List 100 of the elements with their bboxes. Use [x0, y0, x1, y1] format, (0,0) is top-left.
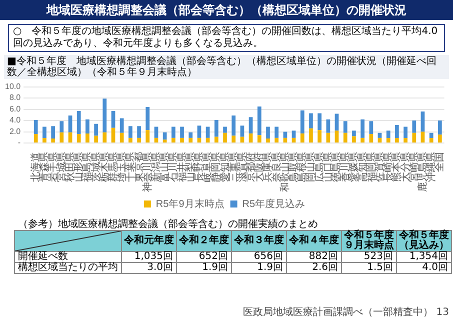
bar — [137, 138, 141, 142]
bar — [120, 132, 124, 142]
bar — [274, 126, 279, 138]
bar — [162, 132, 167, 140]
text: 4.0回 — [396, 262, 452, 274]
chart-title: 地域医療構想調整会議（部会等含む）（構想区域単位）の開催状況 — [0, 0, 453, 20]
text: 令和５年度９月末時点 — [342, 230, 396, 252]
legend-label: R5年9月末時点 — [156, 198, 224, 210]
bar — [240, 126, 244, 137]
bar — [266, 138, 270, 142]
text: 1.9回 — [176, 262, 232, 274]
bar — [309, 128, 313, 142]
bar — [257, 135, 262, 142]
bar — [300, 133, 304, 142]
bar — [76, 134, 81, 142]
bar — [300, 110, 304, 134]
bar — [34, 134, 38, 142]
bar — [223, 126, 227, 133]
bar — [386, 130, 390, 138]
bar — [232, 115, 236, 136]
bar — [42, 126, 46, 138]
bar — [420, 112, 425, 132]
bar — [352, 130, 356, 136]
bar — [429, 132, 434, 138]
bar — [309, 113, 313, 128]
bar — [334, 130, 339, 142]
text: 652回 — [176, 251, 232, 262]
bar — [266, 126, 270, 139]
bar — [395, 138, 399, 142]
text: 開催延べ数 — [14, 251, 122, 262]
text: 523回 — [342, 251, 396, 262]
bar — [232, 136, 236, 142]
text: 1.5回 — [342, 262, 396, 274]
bar — [369, 121, 374, 134]
bar — [343, 121, 348, 133]
bar — [318, 113, 322, 130]
bar — [257, 106, 262, 136]
chart-subtitle: ○ 令和５年度の地域医療構想調整会議（部会等含む）の開催回数は、構想区域当たり平均4.0回の見込みであり、令和元年度よりも多くなる見込み。 — [8, 24, 445, 52]
text: 令和元年度 — [122, 230, 176, 252]
text: 882回 — [286, 251, 342, 262]
text: 医政局地域医療計画課調べ（一部精査中） 13 — [243, 307, 449, 318]
text: 656回 — [232, 251, 286, 262]
x-tick-label: 全国 — [434, 152, 446, 172]
bar — [292, 130, 296, 138]
x-tick-label: 和歌山県 — [278, 152, 291, 192]
bar — [360, 119, 364, 138]
bar — [51, 126, 55, 139]
bar — [188, 132, 193, 138]
legend-label: R5年度見込み — [242, 198, 306, 210]
bar — [248, 133, 253, 142]
text: 令和４年度 — [286, 230, 342, 252]
bar — [111, 110, 116, 128]
bar — [378, 132, 382, 138]
bar — [68, 115, 72, 132]
text: 3.0回 — [122, 262, 176, 274]
y-tick-label: 2.0 — [9, 126, 22, 136]
bar — [404, 126, 408, 138]
x-tick-label: 群馬県 — [106, 152, 119, 182]
bar — [412, 120, 416, 133]
bar — [51, 138, 55, 142]
bar — [223, 132, 227, 142]
bar — [162, 140, 167, 142]
y-tick-label: 10.0 — [4, 82, 22, 92]
y-tick-label: 6.0 — [9, 104, 22, 114]
bar — [360, 138, 364, 142]
bar — [146, 107, 150, 130]
bar — [197, 126, 202, 138]
bar — [154, 126, 158, 138]
bar — [137, 126, 141, 138]
bar — [42, 138, 46, 142]
bar — [180, 138, 184, 142]
bar — [102, 132, 107, 142]
bar — [248, 117, 253, 134]
bar — [274, 138, 279, 142]
bar — [128, 126, 132, 138]
bar — [86, 119, 90, 134]
bar — [438, 134, 442, 142]
text: 令和５年度（見込み） — [396, 230, 452, 252]
bar — [171, 138, 176, 142]
bar — [404, 138, 408, 142]
text: ■令和５年度 地域医療構想調整会議（部会等含む）（構想区域単位）の開催状況（開催延べ回数／全構想区域）（令和５年９月末時点） — [4, 55, 449, 79]
bar — [171, 126, 176, 138]
bar — [214, 120, 218, 137]
bar — [60, 121, 64, 132]
x-tick-label: 長野県 — [194, 152, 205, 182]
bar — [128, 138, 132, 142]
y-tick-label: 8.0 — [9, 93, 22, 102]
bar — [343, 132, 348, 142]
text: 1,354回 — [396, 251, 452, 262]
bar — [120, 118, 124, 133]
bar — [188, 138, 193, 142]
text: 1,035回 — [122, 251, 176, 262]
bar — [395, 125, 399, 138]
bar — [76, 110, 81, 134]
bar — [318, 130, 322, 142]
x-tick-label: 滋賀県 — [236, 152, 248, 182]
bar — [429, 138, 434, 142]
bar — [412, 132, 416, 142]
bar — [326, 119, 330, 133]
bar — [214, 136, 218, 142]
